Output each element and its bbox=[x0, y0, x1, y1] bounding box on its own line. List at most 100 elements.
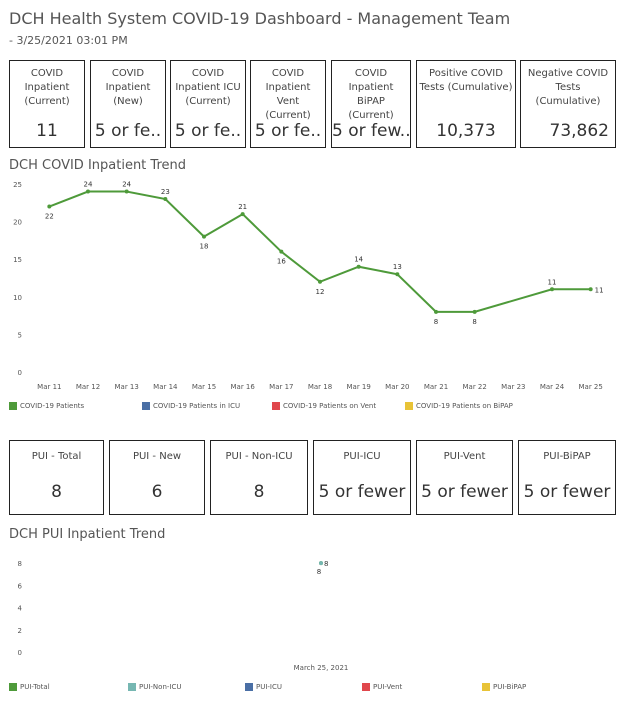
pui-value: 8 bbox=[51, 482, 62, 502]
data-point bbox=[86, 189, 90, 194]
data-label: 21 bbox=[238, 203, 247, 211]
data-label: 13 bbox=[393, 263, 402, 271]
legend-swatch bbox=[9, 683, 17, 691]
data-point bbox=[395, 272, 400, 277]
data-label: 24 bbox=[84, 181, 93, 189]
kpi-label: COVID Inpatient (Current) bbox=[24, 68, 70, 107]
data-label: 8 bbox=[472, 318, 476, 326]
legend-item[interactable]: PUI-Non-ICU bbox=[128, 683, 182, 691]
x-tick-label: Mar 24 bbox=[540, 383, 565, 391]
legend-item[interactable]: COVID-19 Patients bbox=[9, 402, 84, 410]
pui-value: 8 bbox=[253, 482, 265, 502]
data-point bbox=[550, 287, 554, 292]
pui-trend-title: DCH PUI Inpatient Trend bbox=[9, 527, 166, 542]
kpi-card-inpatient-vent[interactable]: COVID Inpatient Vent (Current) 5 or fe.. bbox=[250, 60, 326, 148]
data-point-pui-non-icu bbox=[319, 561, 323, 566]
x-tick-label: March 25, 2021 bbox=[294, 664, 349, 672]
x-tick-label: Mar 23 bbox=[501, 383, 525, 391]
legend-item[interactable]: PUI-Vent bbox=[362, 683, 402, 691]
x-tick-label: Mar 14 bbox=[153, 383, 178, 391]
kpi-value: 73,862 bbox=[549, 121, 609, 141]
kpi-card-inpatient-current[interactable]: COVID Inpatient (Current) 11 bbox=[9, 60, 85, 148]
data-point bbox=[163, 197, 168, 202]
x-tick-label: Mar 22 bbox=[462, 383, 486, 391]
legend-label: PUI-Non-ICU bbox=[139, 683, 182, 691]
legend-item[interactable]: COVID-19 Patients in ICU bbox=[142, 402, 240, 410]
y-tick-label: 10 bbox=[13, 294, 22, 302]
kpi-value: 5 or fe.. bbox=[94, 121, 162, 141]
series-line-covid-19-patients bbox=[48, 190, 591, 313]
kpi-card-inpatient-bipap[interactable]: COVID Inpatient BiPAP (Current) 5 or few… bbox=[331, 60, 411, 148]
legend-item[interactable]: COVID-19 Patients on Vent bbox=[272, 402, 376, 410]
x-tick-label: Mar 21 bbox=[424, 383, 448, 391]
legend-swatch bbox=[405, 402, 413, 410]
y-tick-label: 20 bbox=[13, 219, 22, 227]
pui-label: PUI-Vent bbox=[443, 451, 486, 462]
kpi-card-inpatient-icu[interactable]: COVID Inpatient ICU (Current) 5 or fe.. bbox=[170, 60, 246, 148]
y-tick-label: 2 bbox=[18, 627, 22, 635]
data-label: 11 bbox=[548, 278, 557, 286]
legend-swatch bbox=[245, 683, 253, 691]
kpi-label: COVID Inpatient Vent (Current) bbox=[265, 68, 311, 121]
y-tick-label: 15 bbox=[13, 256, 22, 264]
pui-card-bipap[interactable]: PUI-BiPAP 5 or fewer bbox=[518, 440, 616, 515]
kpi-value: 5 or few.. bbox=[332, 121, 410, 141]
legend-label: PUI-Total bbox=[20, 683, 50, 691]
data-label: 14 bbox=[354, 256, 363, 264]
kpi-label: Positive COVID Tests (Cumulative) bbox=[419, 68, 513, 93]
data-point bbox=[434, 309, 438, 314]
pui-label: PUI - New bbox=[132, 451, 182, 462]
legend-item[interactable]: PUI-Total bbox=[9, 683, 50, 691]
pui-card-vent[interactable]: PUI-Vent 5 or fewer bbox=[416, 440, 513, 515]
data-point bbox=[240, 212, 245, 217]
inpatient-trend-legend: COVID-19 Patients COVID-19 Patients in IC… bbox=[0, 402, 623, 416]
pui-card-icu[interactable]: PUI-ICU 5 or fewer bbox=[313, 440, 411, 515]
kpi-card-positive-tests[interactable]: Positive COVID Tests (Cumulative) 10,373 bbox=[416, 60, 516, 148]
data-label: 8 bbox=[324, 560, 328, 568]
legend-label: COVID-19 Patients on BiPAP bbox=[416, 402, 513, 410]
legend-item[interactable]: COVID-19 Patients on BiPAP bbox=[405, 402, 513, 410]
data-point bbox=[588, 287, 593, 292]
pui-card-new[interactable]: PUI - New 6 bbox=[109, 440, 205, 515]
pui-label: PUI - Non-ICU bbox=[225, 451, 293, 462]
kpi-value: 5 or fe.. bbox=[174, 121, 242, 141]
kpi-card-negative-tests[interactable]: Negative COVID Tests (Cumulative) 73,862 bbox=[520, 60, 616, 148]
y-tick-label: 4 bbox=[18, 605, 23, 613]
legend-label: PUI-Vent bbox=[373, 683, 403, 691]
legend-swatch bbox=[272, 402, 280, 410]
data-label: 8 bbox=[434, 318, 438, 326]
x-tick-label: Mar 18 bbox=[308, 383, 332, 391]
kpi-label: Negative COVID Tests (Cumulative) bbox=[527, 68, 609, 107]
legend-label: PUI-ICU bbox=[256, 683, 283, 691]
pui-value: 6 bbox=[151, 482, 163, 502]
x-tick-label: Mar 25 bbox=[578, 383, 602, 391]
x-tick-label: Mar 17 bbox=[269, 383, 293, 391]
x-tick-label: Mar 20 bbox=[385, 383, 409, 391]
kpi-value: 5 or fe.. bbox=[254, 121, 322, 141]
kpi-card-inpatient-new[interactable]: COVID Inpatient (New) 5 or fe.. bbox=[90, 60, 166, 148]
data-point bbox=[279, 249, 284, 254]
data-label: 16 bbox=[277, 258, 286, 266]
kpi-label: COVID Inpatient (New) bbox=[105, 68, 151, 107]
legend-item[interactable]: PUI-BiPAP bbox=[482, 683, 526, 691]
x-tick-label: Mar 15 bbox=[192, 383, 216, 391]
data-label: 12 bbox=[316, 288, 325, 296]
pui-label: PUI - Total bbox=[31, 451, 82, 462]
pui-card-total[interactable]: PUI - Total 8 bbox=[9, 440, 104, 515]
legend-item[interactable]: PUI-ICU bbox=[245, 683, 282, 691]
kpi-label: COVID Inpatient BiPAP (Current) bbox=[348, 68, 394, 121]
x-tick-label: Mar 11 bbox=[37, 383, 61, 391]
data-point bbox=[472, 309, 477, 314]
data-point bbox=[124, 189, 129, 194]
y-tick-label: 5 bbox=[18, 331, 22, 339]
data-point bbox=[356, 264, 361, 269]
data-point bbox=[318, 279, 322, 284]
y-tick-label: 0 bbox=[18, 369, 22, 377]
legend-label: COVID-19 Patients on Vent bbox=[283, 402, 377, 410]
pui-card-non-icu[interactable]: PUI - Non-ICU 8 bbox=[210, 440, 308, 515]
data-point bbox=[47, 204, 52, 209]
kpi-value: 10,373 bbox=[436, 121, 496, 141]
pui-label: PUI-BiPAP bbox=[543, 451, 591, 462]
y-tick-label: 6 bbox=[18, 582, 23, 590]
inpatient-trend-chart: 0 5 10 15 20 25 Mar 11 Mar 12 Mar 13 Mar 14 Mar 15… bbox=[13, 181, 604, 391]
